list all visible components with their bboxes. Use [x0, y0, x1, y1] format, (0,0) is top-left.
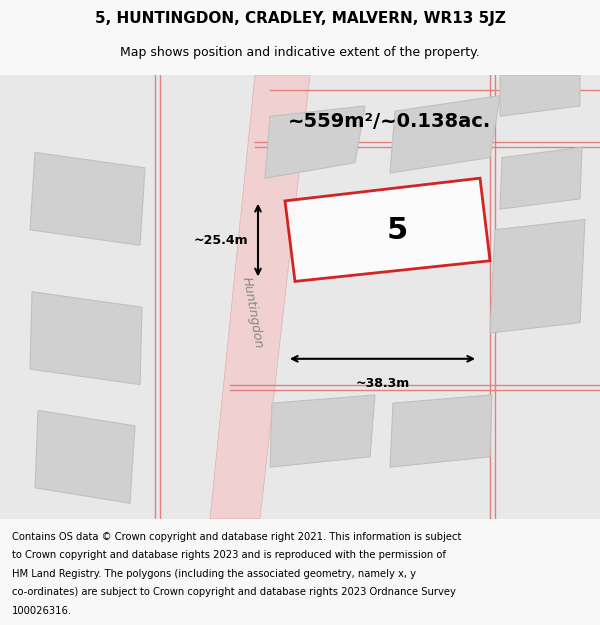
Polygon shape: [390, 96, 500, 173]
Text: Huntingdon: Huntingdon: [239, 276, 265, 349]
Polygon shape: [500, 148, 582, 209]
Text: Contains OS data © Crown copyright and database right 2021. This information is : Contains OS data © Crown copyright and d…: [12, 531, 461, 541]
Text: Map shows position and indicative extent of the property.: Map shows position and indicative extent…: [120, 46, 480, 59]
Polygon shape: [30, 152, 145, 245]
Text: 5: 5: [387, 216, 408, 245]
Polygon shape: [285, 178, 490, 281]
Text: ~559m²/~0.138ac.: ~559m²/~0.138ac.: [289, 112, 491, 131]
Text: to Crown copyright and database rights 2023 and is reproduced with the permissio: to Crown copyright and database rights 2…: [12, 550, 446, 560]
Text: 5, HUNTINGDON, CRADLEY, MALVERN, WR13 5JZ: 5, HUNTINGDON, CRADLEY, MALVERN, WR13 5J…: [95, 11, 505, 26]
Text: HM Land Registry. The polygons (including the associated geometry, namely x, y: HM Land Registry. The polygons (includin…: [12, 569, 416, 579]
Text: co-ordinates) are subject to Crown copyright and database rights 2023 Ordnance S: co-ordinates) are subject to Crown copyr…: [12, 588, 456, 598]
Text: ~38.3m: ~38.3m: [355, 378, 410, 391]
Polygon shape: [270, 395, 375, 467]
Polygon shape: [490, 219, 585, 333]
Polygon shape: [30, 292, 142, 384]
Polygon shape: [35, 411, 135, 503]
Polygon shape: [210, 75, 310, 519]
Text: 100026316.: 100026316.: [12, 606, 72, 616]
Polygon shape: [390, 395, 492, 467]
Polygon shape: [500, 75, 580, 116]
Text: ~25.4m: ~25.4m: [193, 234, 248, 247]
Polygon shape: [265, 106, 365, 178]
